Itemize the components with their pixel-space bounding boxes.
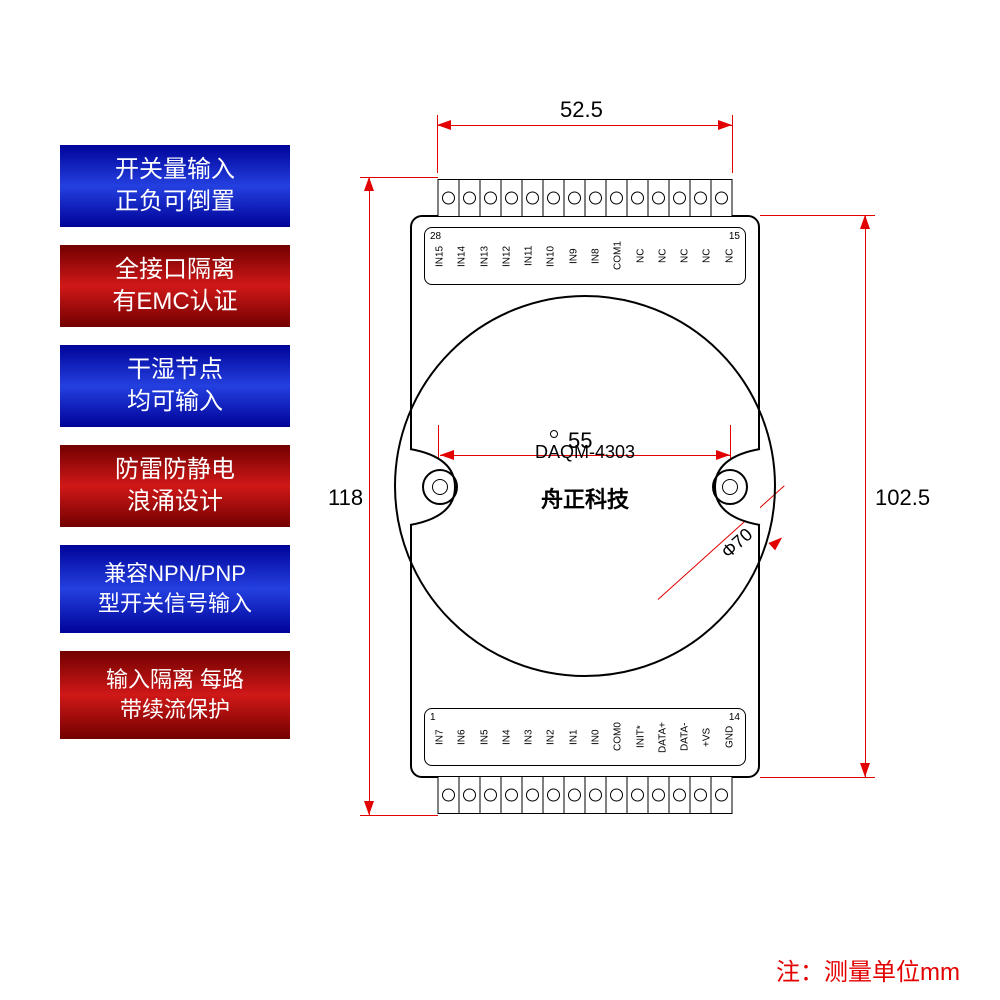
badge-4: 防雷防静电浪涌设计 <box>60 445 290 527</box>
dim-right-height <box>865 215 866 777</box>
brand-name: 舟正科技 <box>412 482 758 514</box>
dim-top-width <box>437 125 732 126</box>
model-number: DAQM-4303 <box>412 442 758 463</box>
indicator-hole <box>550 430 558 438</box>
terminal-block-top <box>438 179 733 217</box>
terminal-block-bottom <box>438 776 733 814</box>
device-outline: 28 15 IN15IN14IN13IN12IN11IN10IN9IN8COM1… <box>410 215 760 778</box>
pin-labels-bottom: 1 14 IN7IN6IN5IN4IN3IN2IN1IN0COM0INIT*DA… <box>424 708 746 766</box>
badge-3: 干湿节点均可输入 <box>60 345 290 427</box>
badge-5: 兼容NPN/PNP型开关信号输入 <box>60 545 290 633</box>
feature-badges: 开关量输入正负可倒置 全接口隔离有EMC认证 干湿节点均可输入 防雷防静电浪涌设… <box>60 145 300 757</box>
pin-labels-top: 28 15 IN15IN14IN13IN12IN11IN10IN9IN8COM1… <box>424 227 746 285</box>
badge-6: 输入隔离 每路带续流保护 <box>60 651 290 739</box>
badge-1: 开关量输入正负可倒置 <box>60 145 290 227</box>
dimension-diagram: 52.5 118 102.5 55 Φ70 <box>320 145 940 855</box>
badge-2: 全接口隔离有EMC认证 <box>60 245 290 327</box>
unit-note: 注：测量单位mm <box>776 952 960 987</box>
dim-left-height <box>369 177 370 815</box>
